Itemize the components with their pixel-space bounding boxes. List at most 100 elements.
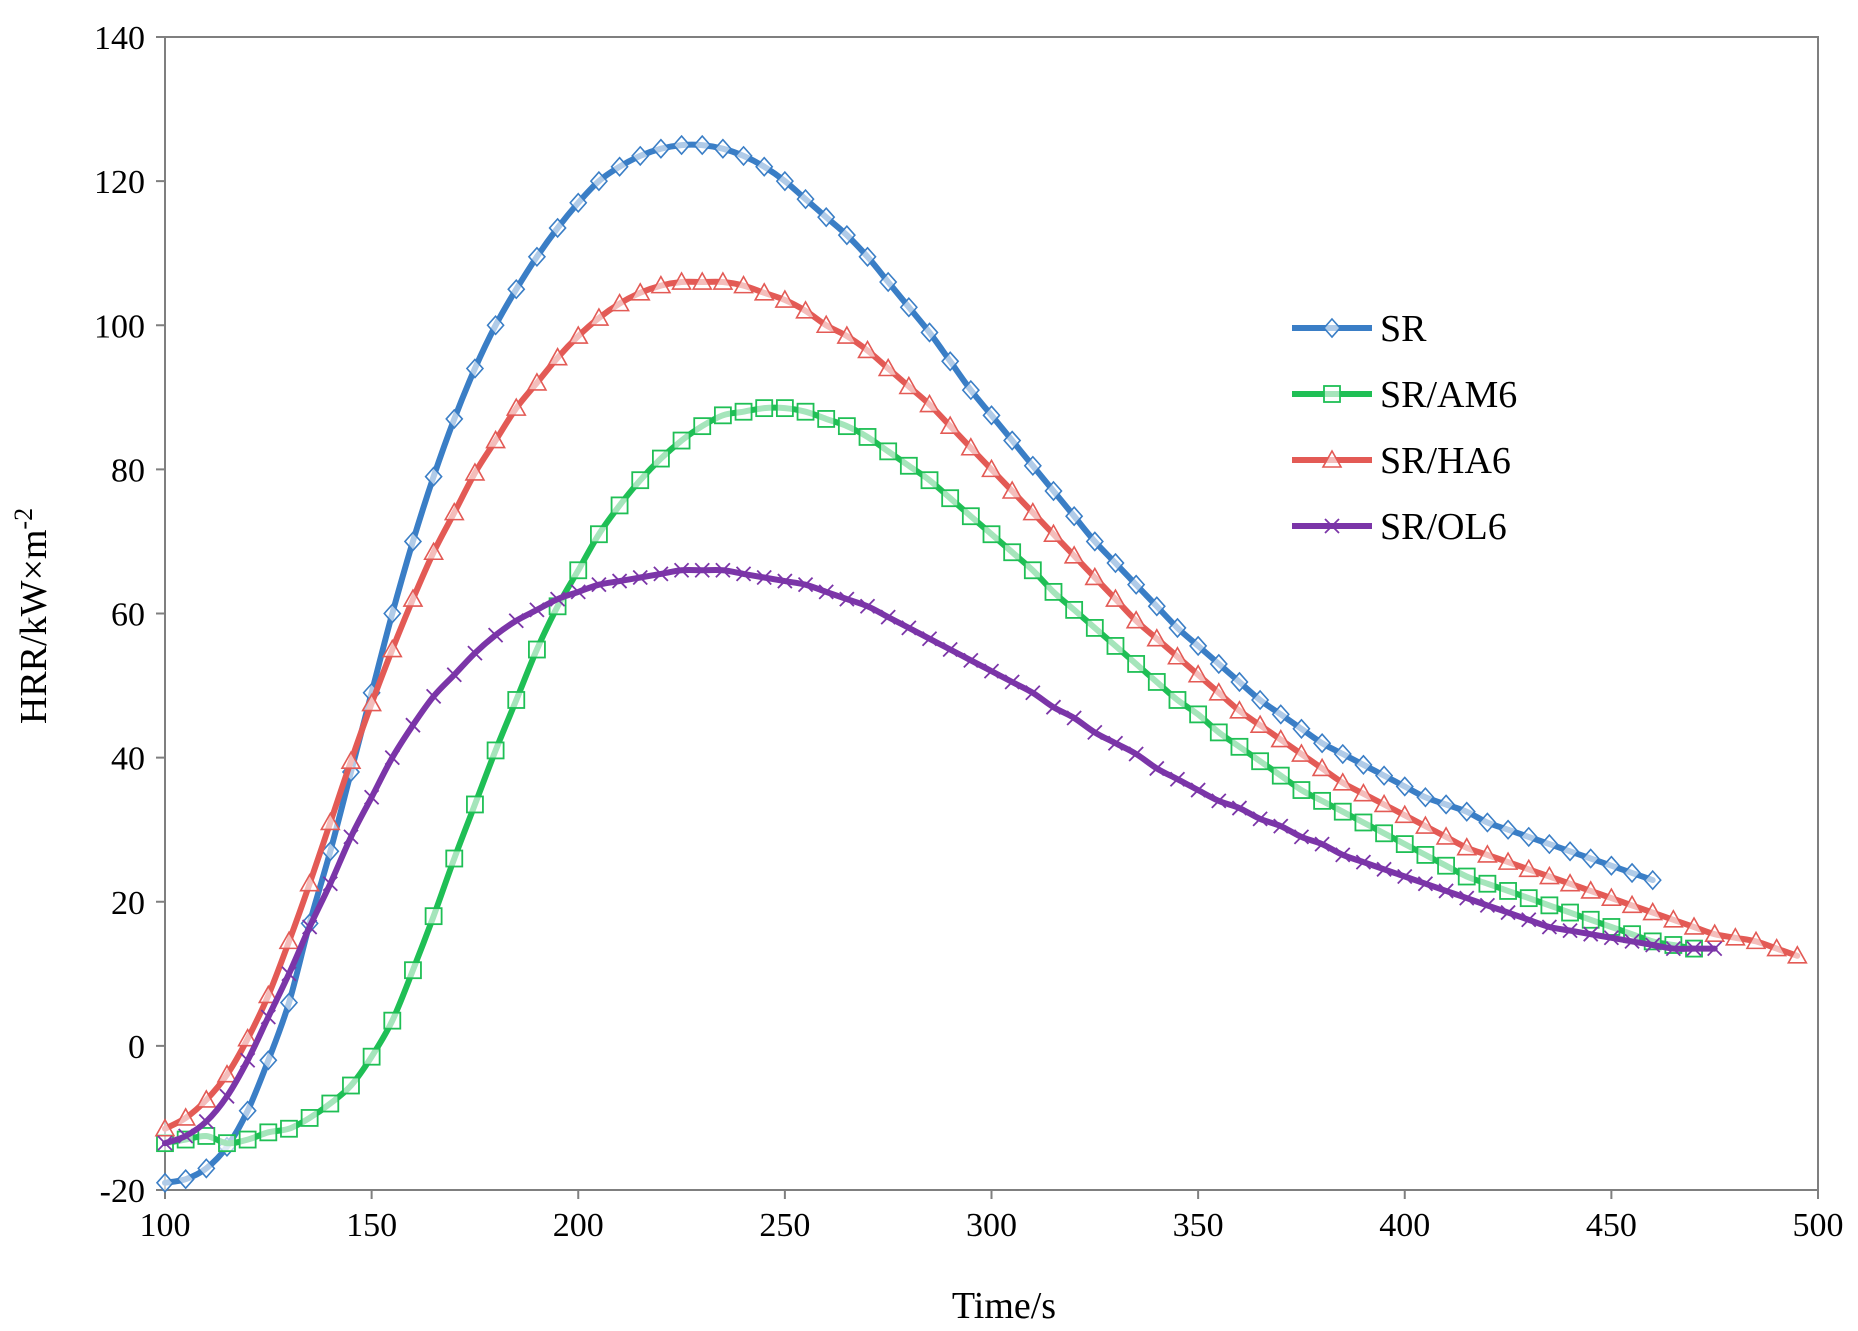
data-point-sr: [920, 322, 939, 343]
series-sr: [155, 134, 1662, 1193]
data-point-sr-am6: [982, 525, 1001, 544]
x-marker-stroke: [1521, 912, 1537, 928]
data-point-sr: [383, 603, 402, 624]
legend-item-sr-ol6: SR/OL6: [1292, 506, 1507, 548]
data-point-sr-ol6: [1541, 919, 1558, 935]
x-marker-stroke: [1541, 919, 1558, 935]
data-point-sr-ol6: [1459, 890, 1475, 906]
data-point-sr-ha6: [712, 271, 734, 290]
data-point-sr: [1354, 754, 1373, 776]
data-point-sr-ol6: [1583, 926, 1599, 942]
x-tick-label: 450: [1586, 1207, 1637, 1244]
x-marker-stroke: [1025, 685, 1041, 701]
data-point-sr-ha6: [733, 274, 754, 294]
data-point-sr-ha6: [1601, 887, 1622, 906]
data-point-sr-ha6: [1477, 844, 1498, 863]
data-point-sr-am6: [1313, 791, 1331, 810]
x-marker-stroke: [1645, 937, 1661, 953]
data-point-sr-am6: [404, 961, 422, 980]
data-point-sr-ol6: [1066, 710, 1082, 726]
data-point-sr-ol6: [1376, 861, 1392, 877]
data-point-sr-ha6: [340, 750, 362, 770]
data-point-sr-am6: [342, 1076, 360, 1095]
x-marker-stroke: [570, 584, 586, 600]
data-point-sr-ha6: [629, 282, 651, 301]
x-marker-stroke: [405, 717, 421, 733]
data-point-sr: [486, 315, 505, 336]
data-point-sr-ol6: [1624, 933, 1640, 950]
x-tick-label: 400: [1379, 1207, 1430, 1244]
data-point-sr-am6: [610, 496, 629, 515]
data-point-sr-am6: [1375, 824, 1393, 843]
data-point-sr-ha6: [1311, 757, 1333, 777]
data-point-sr-ha6: [505, 397, 527, 416]
x-tick-label: 250: [759, 1207, 810, 1244]
x-marker-stroke: [1459, 890, 1475, 906]
x-marker-stroke: [1169, 771, 1186, 787]
data-point-sr: [197, 1158, 216, 1179]
data-point-sr-am6: [424, 907, 443, 926]
data-point-sr: [155, 1172, 175, 1193]
data-point-sr-ha6: [1415, 815, 1436, 834]
data-point-sr-ha6: [1270, 728, 1292, 748]
plot-area-frame: [164, 36, 1819, 1191]
legend-marker-sr-ol6: [1324, 518, 1340, 534]
data-point-sr-ha6: [898, 375, 920, 395]
data-point-sr-ha6: [857, 339, 878, 359]
data-point-sr-am6: [238, 1130, 257, 1149]
data-point-sr-ha6: [1518, 858, 1540, 878]
data-point-sr: [1602, 855, 1621, 876]
data-point-sr-ha6: [1580, 880, 1602, 899]
x-marker-stroke: [591, 577, 607, 593]
data-point-sr-ha6: [981, 458, 1002, 478]
data-point-sr-am6: [1065, 600, 1084, 619]
data-point-sr: [1581, 848, 1600, 869]
data-point-sr-am6: [672, 431, 691, 450]
data-point-sr: [734, 145, 753, 167]
data-point-sr-ha6: [795, 300, 816, 319]
data-point-sr-ol6: [198, 1113, 214, 1130]
data-point-sr-ha6: [836, 325, 858, 344]
data-point-sr-am6: [1333, 802, 1352, 821]
data-point-sr-ha6: [1125, 610, 1147, 629]
data-point-sr-ol6: [322, 876, 338, 892]
data-point-sr-ol6: [157, 1135, 173, 1151]
data-point-sr-ha6: [877, 357, 899, 377]
data-point-sr-ha6: [1291, 743, 1312, 762]
data-point-sr: [1333, 743, 1352, 765]
data-point-sr-ha6: [216, 1064, 238, 1083]
data-point-sr-ol6: [529, 602, 545, 618]
data-point-sr-ha6: [1435, 826, 1457, 845]
data-point-sr: [1560, 841, 1580, 862]
x-marker-stroke: [901, 620, 917, 636]
x-marker-stroke: [281, 966, 297, 982]
data-point-sr-ol6: [1438, 883, 1454, 899]
x-marker-stroke: [1500, 904, 1516, 921]
data-point-sr-ol6: [1004, 674, 1020, 690]
data-point-sr-ha6: [939, 415, 961, 434]
data-point-sr-ha6: [154, 1118, 176, 1137]
series-sr-ol6: [157, 562, 1723, 1151]
data-point-sr-am6: [1044, 582, 1063, 601]
data-point-sr: [858, 246, 877, 267]
x-marker-stroke: [1087, 724, 1103, 741]
data-point-sr: [403, 531, 423, 552]
data-point-sr-ha6: [1724, 927, 1746, 946]
data-point-sr-ha6: [1539, 865, 1560, 885]
data-point-sr-ha6: [443, 501, 465, 521]
x-marker-stroke: [1665, 940, 1681, 957]
data-point-sr-ha6: [1332, 772, 1354, 791]
data-point-sr: [1292, 718, 1311, 740]
data-point-sr-ol6: [343, 829, 359, 845]
data-point-sr-ha6: [1167, 646, 1188, 665]
data-point-sr-ol6: [1169, 771, 1186, 787]
data-point-sr: [672, 134, 691, 156]
data-point-sr-ol6: [632, 569, 648, 586]
data-point-sr-ol6: [570, 584, 586, 600]
data-point-sr-am6: [1106, 637, 1125, 655]
data-point-sr: [259, 1050, 278, 1071]
data-point-sr-am6: [590, 525, 608, 544]
data-point-sr-am6: [1292, 781, 1311, 799]
data-point-sr-am6: [321, 1094, 340, 1113]
data-point-sr: [1230, 671, 1249, 693]
